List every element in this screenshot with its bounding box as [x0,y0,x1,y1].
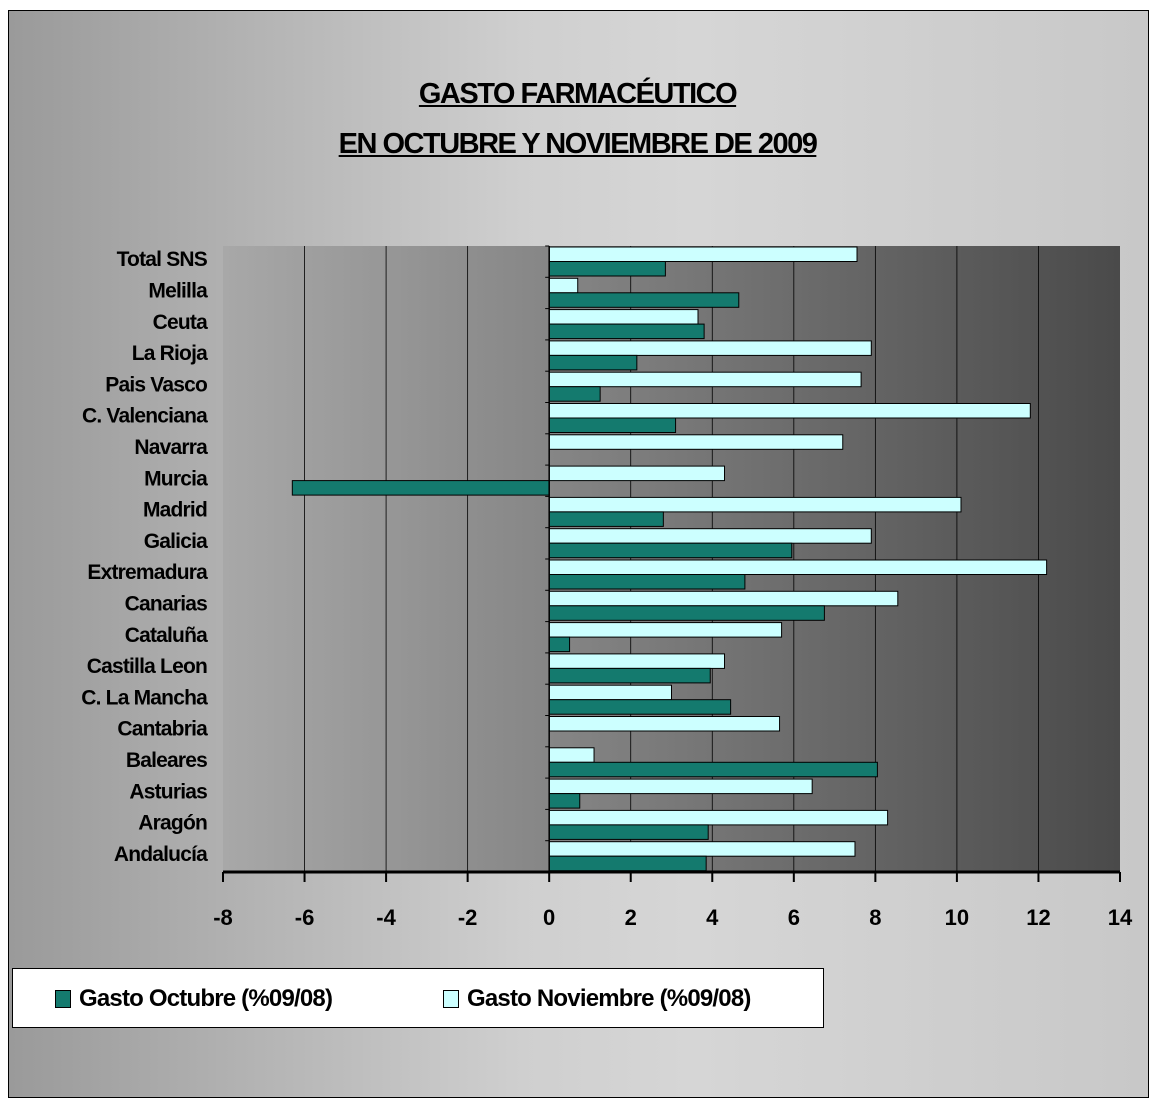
bar-octubre [548,793,581,809]
legend-item-octubre: Gasto Octubre (%09/08) [55,985,333,1013]
bar-noviembre [548,841,856,857]
x-tick-label: 4 [706,905,719,930]
legend-label-octubre: Gasto Octubre (%09/08) [79,985,333,1012]
category-label: Murcia [144,467,208,490]
bar-noviembre [548,496,962,513]
bar-noviembre [548,434,844,450]
legend-item-noviembre: Gasto Noviembre (%09/08) [443,985,751,1013]
legend-swatch-noviembre [443,990,459,1008]
bar-octubre [548,636,571,653]
bar-octubre [548,511,664,527]
bar-octubre [548,542,793,559]
x-tick-label: -4 [376,905,396,930]
category-label: Madrid [143,499,207,522]
bars [291,246,1048,872]
category-label: Baleares [126,749,207,772]
x-tick-label: 10 [945,905,969,930]
bar-octubre [548,574,746,590]
legend-label-noviembre: Gasto Noviembre (%09/08) [467,985,751,1012]
bar-noviembre [548,371,862,388]
bar-noviembre [548,590,899,607]
x-tick-label: -6 [295,905,315,930]
bar-octubre [548,417,677,433]
bar-octubre [548,761,878,778]
category-labels: Total SNS Melilla Ceuta La Rioja Pais Vasco C… [81,248,209,866]
category-label: Extremadura [87,561,208,584]
category-label: Melilla [148,279,208,302]
x-tick-label: 0 [543,905,555,930]
bar-chart: Total SNS Melilla Ceuta La Rioja Pais Vasco C… [81,245,1133,930]
category-label: Cataluña [125,624,208,647]
x-tick-label: 6 [788,905,800,930]
bar-noviembre [548,246,858,262]
legend: Gasto Octubre (%09/08) Gasto Noviembre (… [12,968,824,1028]
category-label: Cantabria [117,718,208,741]
category-label: C. La Mancha [81,686,208,709]
bar-noviembre [548,622,783,638]
x-tick-label: -8 [213,905,233,930]
bar-noviembre [548,403,1031,419]
x-tick-label: 2 [625,905,637,930]
category-label: Castilla Leon [87,655,207,678]
bar-octubre [548,386,601,402]
category-label: La Rioja [132,342,208,365]
bar-noviembre [548,716,781,732]
chart-title-line-1: GASTO FARMACÉUTICO [418,78,738,110]
bar-noviembre [548,277,579,294]
category-label: Total SNS [117,248,208,271]
bar-octubre [548,323,705,340]
category-label: Navarra [134,436,208,459]
bar-noviembre [548,465,726,482]
x-tick-label: 12 [1026,905,1050,930]
bar-noviembre [548,528,872,544]
bar-octubre [548,261,666,277]
category-label: Aragón [138,812,207,835]
bar-octubre [548,667,711,684]
bar-noviembre [548,653,726,669]
category-label: Asturias [129,780,207,803]
x-tick-labels: -8 -6 -4 -2 0 2 4 6 8 10 12 14 [213,905,1133,930]
plot-area [223,246,1120,872]
bar-noviembre [548,747,595,763]
bar-octubre [548,699,732,715]
bar-octubre [548,354,638,371]
bar-octubre [548,824,709,840]
bar-noviembre [548,340,872,356]
x-tick-label: -2 [458,905,478,930]
axes [222,245,1121,882]
bar-noviembre [548,809,889,826]
plot-background [223,246,1120,872]
category-label: Galicia [144,530,208,553]
category-label: Canarias [125,592,207,615]
bar-octubre [548,605,825,621]
chart-title-line-2: EN OCTUBRE Y NOVIEMBRE DE 2009 [338,128,818,160]
legend-swatch-octubre [55,990,71,1008]
category-label: Ceuta [153,311,208,334]
x-tick-label: 8 [869,905,881,930]
category-label: Andalucía [114,843,208,866]
bar-noviembre [548,309,699,325]
bar-noviembre [548,559,1048,575]
bar-octubre [291,480,550,496]
bar-noviembre [548,684,673,701]
bar-octubre [548,292,740,308]
bar-noviembre [548,778,813,795]
category-label: Pais Vasco [105,373,207,396]
bar-octubre [548,855,707,872]
category-label: C. Valenciana [82,405,208,428]
x-tick-label: 14 [1108,905,1133,930]
